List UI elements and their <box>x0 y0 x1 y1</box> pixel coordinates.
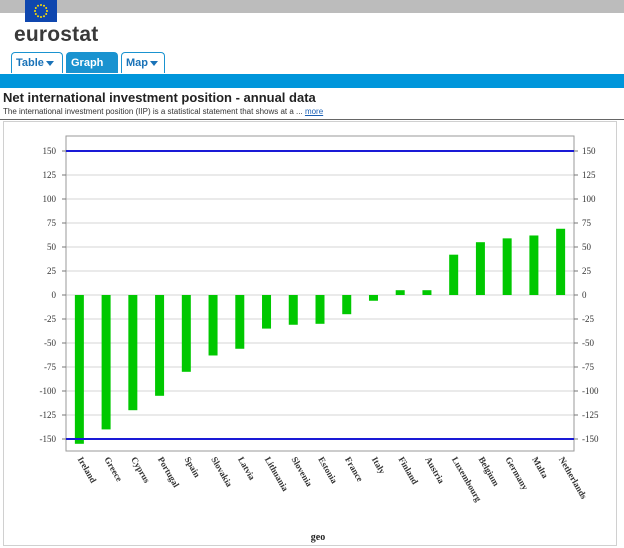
x-tick-label: Germany <box>503 455 530 492</box>
bar-france <box>342 295 352 315</box>
y-tick-label-right: 125 <box>582 170 596 180</box>
x-tick-label: Portugal <box>156 455 182 489</box>
tab-graph[interactable]: Graph <box>66 52 118 87</box>
x-axis-label: geo <box>311 532 325 543</box>
y-tick-label-left: 150 <box>43 146 57 156</box>
bar-italy <box>368 295 378 301</box>
y-tick-label-right: 25 <box>582 266 592 276</box>
tab-map-label: Map <box>126 57 148 69</box>
tab-graph-label: Graph <box>71 57 104 69</box>
eurostat-logo[interactable]: eurostat <box>14 23 99 46</box>
bar-malta <box>529 235 539 295</box>
bar-germany <box>502 238 512 295</box>
x-tick-label: Finland <box>396 455 420 486</box>
chart-frame <box>3 121 617 546</box>
x-tick-label: Greece <box>102 455 124 483</box>
y-tick-label-left: -50 <box>44 338 56 348</box>
x-tick-label: France <box>343 455 365 483</box>
y-tick-label-right: -100 <box>582 386 599 396</box>
divider <box>0 119 624 120</box>
y-tick-label-left: 25 <box>47 266 57 276</box>
chevron-down-icon <box>150 60 158 66</box>
x-tick-label: Malta <box>530 455 550 480</box>
tab-table[interactable]: Table <box>11 52 63 73</box>
y-tick-label-right: -75 <box>582 362 594 372</box>
dataset-title: Net international investment position - … <box>3 90 316 105</box>
more-link[interactable]: more <box>304 107 324 116</box>
bar-luxembourg <box>449 254 459 295</box>
plot-border <box>65 135 575 452</box>
bar-slovakia <box>208 295 218 356</box>
x-tick-label: Italy <box>370 455 388 476</box>
y-tick-label-left: -75 <box>44 362 56 372</box>
bar-slovenia <box>288 295 298 325</box>
y-tick-label-right: 0 <box>582 290 587 300</box>
y-tick-label-right: 50 <box>582 242 592 252</box>
bar-netherlands <box>556 228 566 295</box>
blue-strip <box>0 74 624 88</box>
x-tick-label: Spain <box>183 455 203 479</box>
y-tick-label-left: 75 <box>47 218 57 228</box>
x-tick-label: Latvia <box>236 455 257 482</box>
y-tick-label-right: 150 <box>582 146 596 156</box>
eu-flag-icon <box>25 0 57 22</box>
y-tick-label-left: 100 <box>43 194 57 204</box>
x-tick-label: Ireland <box>76 455 99 485</box>
x-tick-label: Cyprus <box>129 455 152 485</box>
y-tick-label-left: 50 <box>47 242 57 252</box>
dataset-description: The international investment position (I… <box>3 107 323 116</box>
x-tick-label: Netherlands <box>557 455 589 501</box>
x-tick-label: Lithuania <box>263 455 291 493</box>
bar-ireland <box>74 295 84 444</box>
bar-cyprus <box>128 295 138 411</box>
y-tick-label-left: -150 <box>40 434 57 444</box>
y-tick-label-right: -25 <box>582 314 594 324</box>
y-tick-label-right: 100 <box>582 194 596 204</box>
x-tick-label: Slovenia <box>290 455 315 489</box>
y-tick-label-right: -50 <box>582 338 594 348</box>
y-tick-label-left: -125 <box>40 410 57 420</box>
bar-belgium <box>475 242 485 295</box>
x-tick-label: Belgium <box>477 455 502 488</box>
y-tick-label-left: -25 <box>44 314 56 324</box>
y-tick-label-left: -100 <box>40 386 57 396</box>
top-grey-bar <box>0 0 624 13</box>
tab-map[interactable]: Map <box>121 52 165 73</box>
bar-lithuania <box>262 295 272 329</box>
y-tick-label-right: -125 <box>582 410 599 420</box>
bar-greece <box>101 295 111 430</box>
y-tick-label-right: 75 <box>582 218 592 228</box>
chart-area: 150 150 125 125 100 100 75 75 50 50 25 25 0 0 -25 -25 -5… <box>0 121 624 548</box>
y-tick-label-right: -150 <box>582 434 599 444</box>
bar-latvia <box>235 295 245 349</box>
x-tick-label: Slovakia <box>209 455 234 489</box>
description-text: The international investment position (I… <box>3 107 303 116</box>
bar-spain <box>181 295 191 372</box>
bar-estonia <box>315 295 325 324</box>
y-tick-label-left: 125 <box>43 170 57 180</box>
tab-table-label: Table <box>16 57 44 69</box>
bar-finland <box>395 290 405 295</box>
x-tick-label: Austria <box>423 455 446 486</box>
x-tick-label: Estonia <box>316 455 339 486</box>
bar-austria <box>422 290 432 295</box>
chevron-down-icon <box>45 60 54 66</box>
bar-chart: 150 150 125 125 100 100 75 75 50 50 25 25 0 0 -25 -25 -5… <box>3 121 617 546</box>
bar-portugal <box>155 295 165 396</box>
y-tick-label-left: 0 <box>52 290 57 300</box>
